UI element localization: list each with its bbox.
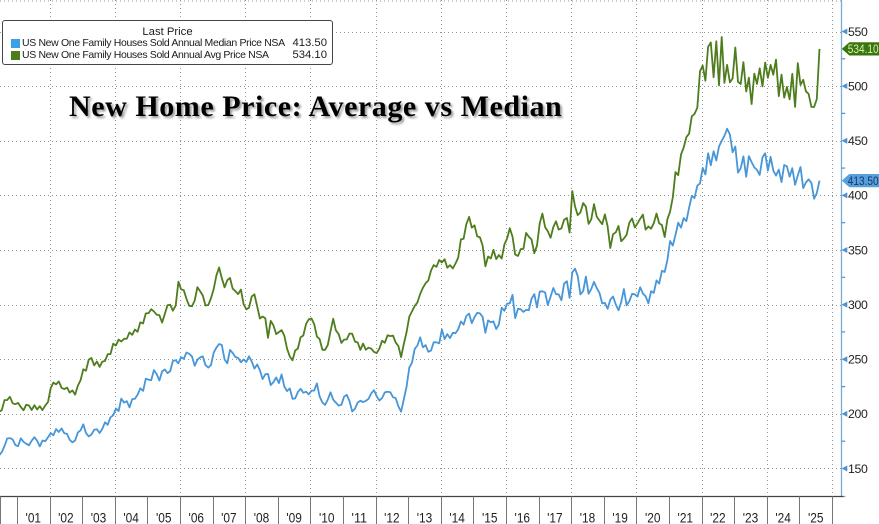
svg-text:'09: '09 — [286, 509, 302, 524]
svg-text:'20: '20 — [645, 509, 661, 524]
svg-text:'04: '04 — [123, 509, 139, 524]
svg-text:550: 550 — [848, 25, 868, 39]
svg-text:'17: '17 — [547, 509, 563, 524]
svg-text:350: 350 — [848, 243, 868, 257]
svg-text:'07: '07 — [221, 509, 237, 524]
svg-text:'12: '12 — [384, 509, 400, 524]
svg-text:'03: '03 — [91, 509, 107, 524]
svg-text:150: 150 — [848, 462, 868, 476]
svg-text:'21: '21 — [678, 509, 694, 524]
svg-text:450: 450 — [848, 134, 868, 148]
svg-text:534.10: 534.10 — [848, 42, 879, 56]
svg-text:'02: '02 — [58, 509, 74, 524]
svg-text:'24: '24 — [775, 509, 791, 524]
svg-text:200: 200 — [848, 407, 868, 421]
svg-text:'25: '25 — [808, 509, 824, 524]
svg-text:'19: '19 — [612, 509, 628, 524]
svg-text:'14: '14 — [449, 509, 465, 524]
svg-text:'15: '15 — [482, 509, 498, 524]
svg-text:'05: '05 — [156, 509, 172, 524]
svg-text:'13: '13 — [417, 509, 433, 524]
svg-text:413.50: 413.50 — [848, 174, 879, 188]
svg-text:300: 300 — [848, 298, 868, 312]
svg-text:'08: '08 — [254, 509, 270, 524]
svg-text:'10: '10 — [319, 509, 335, 524]
svg-text:'11: '11 — [352, 509, 368, 524]
svg-text:400: 400 — [848, 189, 868, 203]
svg-text:'01: '01 — [26, 509, 42, 524]
svg-text:'22: '22 — [710, 509, 726, 524]
svg-text:500: 500 — [848, 79, 868, 93]
svg-text:'16: '16 — [515, 509, 531, 524]
svg-text:'06: '06 — [189, 509, 205, 524]
svg-text:'18: '18 — [580, 509, 596, 524]
svg-text:250: 250 — [848, 353, 868, 367]
svg-text:'23: '23 — [743, 509, 759, 524]
